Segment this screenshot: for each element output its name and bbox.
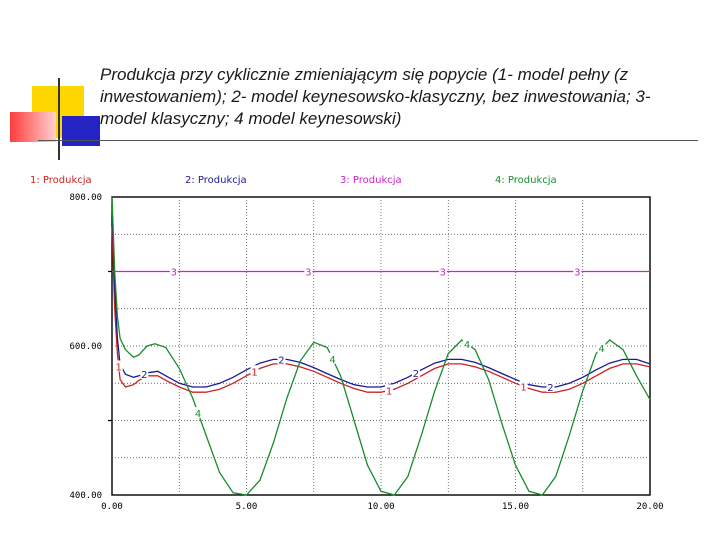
series-marker-2: 2 <box>141 370 147 381</box>
series-marker-1: 1 <box>520 382 526 393</box>
series-marker-4: 4 <box>195 409 201 420</box>
legend-entry-4: 4: Produkcja <box>495 175 557 186</box>
series-marker-bg <box>546 380 555 392</box>
series-marker-3: 3 <box>440 268 446 279</box>
series-marker-bg <box>411 366 420 378</box>
series-marker-bg <box>573 265 582 277</box>
series-marker-2: 2 <box>413 369 419 380</box>
series-marker-bg <box>438 265 447 277</box>
series-marker-2: 2 <box>547 383 553 394</box>
plot-frame <box>111 196 651 496</box>
series-marker-1: 1 <box>386 386 392 397</box>
series-marker-bg <box>328 352 337 364</box>
series-marker-4: 4 <box>598 344 604 355</box>
x-tick-label: 15.00 <box>502 502 529 512</box>
series-marker-bg <box>140 367 149 379</box>
x-tick-label: 20.00 <box>636 502 663 512</box>
legend-entry-3: 3: Produkcja <box>340 175 402 186</box>
legend-entry-1: 1: Produkcja <box>30 175 92 186</box>
series-marker-2: 2 <box>278 355 284 366</box>
series-marker-bg <box>597 342 606 354</box>
legend-entry-2: 2: Produkcja <box>185 175 247 186</box>
slide-title: Produkcja przy cyklicznie zmieniającym s… <box>100 65 651 128</box>
x-tick-label: 0.00 <box>101 502 123 512</box>
series-marker-4: 4 <box>329 355 335 366</box>
y-tick-label: 600.00 <box>69 342 102 352</box>
y-tick-label: 800.00 <box>69 193 102 203</box>
series-marker-bg <box>463 337 472 349</box>
series-marker-bg <box>169 265 178 277</box>
blue-square-decoration <box>62 116 100 146</box>
y-tick-label: 400.00 <box>69 491 102 501</box>
series-marker-bg <box>250 365 259 377</box>
series-marker-1: 1 <box>251 367 257 378</box>
series-marker-bg <box>385 384 394 396</box>
pink-square-decoration <box>10 112 56 142</box>
series-marker-bg <box>114 360 123 372</box>
series-marker-bg <box>277 353 286 365</box>
series-marker-4: 4 <box>464 340 470 351</box>
series-marker-3: 3 <box>171 268 177 279</box>
series-marker-3: 3 <box>574 268 580 279</box>
horizontal-line-decoration <box>38 140 698 141</box>
x-tick-label: 10.00 <box>367 502 394 512</box>
series-marker-bg <box>519 380 528 392</box>
series-marker-3: 3 <box>305 268 311 279</box>
vertical-line-decoration <box>58 78 60 160</box>
series-marker-bg <box>194 407 203 419</box>
series-line-1 <box>111 226 651 393</box>
x-tick-label: 5.00 <box>236 502 258 512</box>
series-marker-1: 1 <box>116 362 122 373</box>
series-marker-bg <box>304 265 313 277</box>
series-line-4 <box>111 196 651 496</box>
